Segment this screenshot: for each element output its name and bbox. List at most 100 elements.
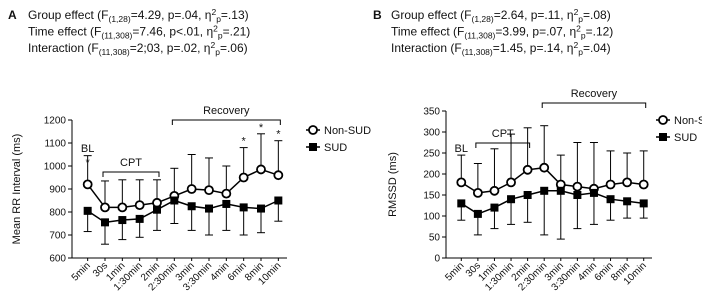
stats-segment: p [578,47,583,57]
stats-segment: =1.45, p=.14, η [493,41,574,55]
y-axis-title: Mean RR Interval (ms) [11,134,23,245]
stats-line: Time effect (F(11,308)=3.99, p=.07, η2p=… [391,24,613,41]
stats-line: Time effect (F(11,308)=7.46, p<.01, η2p=… [28,24,250,41]
panel-letter: B [373,8,382,22]
marker [556,186,565,195]
bracket [102,171,160,177]
bracket [541,102,647,108]
marker [573,191,582,199]
stats-segment: =.13) [221,8,249,22]
legend-label: Non-SUD [674,115,702,127]
x-tick-label: 5min [70,260,93,283]
marker [204,185,214,196]
legend-marker [659,133,667,141]
significance-marker: * [86,157,91,169]
y-tick-label: 300 [423,128,440,139]
marker [572,181,583,192]
marker [523,191,532,199]
y-tick-label: 700 [49,231,66,242]
marker [622,177,633,188]
stats-segment: =.06) [220,41,248,55]
stats-segment: Group effect (F [391,8,471,22]
marker [257,204,265,213]
stats-segment: 2 [211,7,216,17]
marker [490,203,499,212]
y-tick-label: 1200 [44,116,67,127]
stats-segment: =.08) [583,8,611,22]
stats-segment: =3.99, p=.07, η [495,25,576,39]
stats-segment: Time effect (F [391,25,464,39]
marker [82,179,93,190]
marker [118,216,127,225]
stats-segment: (11,308) [99,47,130,57]
marker [170,196,179,205]
y-axis-title: RMSSD (ms) [387,152,399,217]
y-tick-label: 900 [49,185,66,196]
series-line [460,166,644,194]
y-tick-label: 800 [49,208,66,219]
marker [489,185,500,196]
stats-segment: Interaction (F [28,41,99,55]
stats-segment: =.12) [586,25,614,39]
x-tick-label: 4min [208,260,231,283]
stats-segment: =7.46, p<.01, η [132,25,213,39]
legend-marker [309,143,317,151]
marker [472,187,483,198]
marker [539,162,550,173]
stats-segment: =2;03, p=.02, η [130,41,211,55]
y-tick-label: 0 [434,254,440,265]
stats-segment: Group effect (F [28,8,108,22]
y-tick-label: 600 [49,254,66,265]
stats-segment: =4.29, p=.04, η [131,8,212,22]
bracket-label: Recovery [571,88,618,100]
bracket [475,142,531,148]
stats-segment: (11,308) [462,47,493,57]
stats-segment: p [215,47,220,57]
stats-segment: =.21) [223,25,251,39]
baseline-label: BL [455,143,468,155]
marker [456,177,467,188]
marker [273,170,284,181]
stats-line: Interaction (F(11,308)=1.45, p=.14, η2p=… [391,40,611,57]
marker [153,205,161,214]
stats-line: Group effect (F(1,28)=2.64, p=.11, η2p=.… [391,7,611,24]
marker [473,209,482,218]
stats-segment: 2 [210,40,215,50]
y-tick-label: 250 [423,149,440,160]
stats-line: Interaction (F(11,308)=2;03, p=.02, η2p=… [28,40,248,57]
marker [152,197,162,208]
stats-segment: 2 [213,24,218,34]
marker [605,179,616,190]
stats-segment: 2 [576,24,581,34]
marker [639,199,648,208]
marker [589,188,598,197]
y-tick-label: 100 [423,212,440,223]
stats-segment: 2 [574,7,579,17]
panel-letter: A [8,8,17,22]
significance-marker: * [276,129,281,141]
stats-segment: =.04) [583,41,611,55]
legend-marker [658,115,668,125]
marker [540,186,549,195]
marker [135,214,144,223]
bracket [171,119,281,125]
marker [522,164,533,175]
marker [221,188,232,199]
stats-segment: Time effect (F [28,25,101,39]
marker [239,203,248,212]
bracket-label: Recovery [203,105,250,117]
x-tick-label: 6min [226,260,249,283]
marker [274,196,283,205]
stats-segment: (1,28) [471,14,493,24]
marker [457,199,466,208]
marker [100,202,110,213]
y-tick-label: 1000 [44,162,67,173]
marker [506,177,516,188]
stats-segment: p [216,14,221,24]
marker [186,184,197,194]
legend-label: SUD [324,142,347,154]
y-tick-label: 1100 [44,139,66,150]
stats-segment: 2 [573,40,578,50]
y-tick-label: 150 [423,191,440,202]
